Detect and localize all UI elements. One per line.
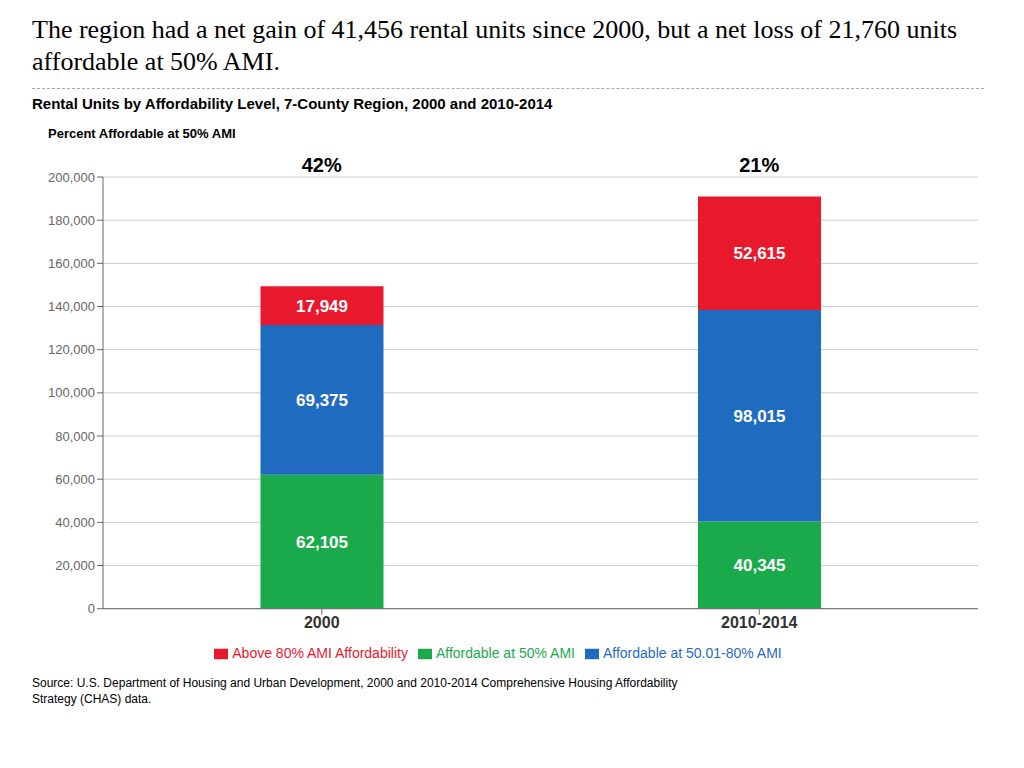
svg-text:180,000: 180,000 bbox=[48, 213, 95, 228]
svg-text:40,000: 40,000 bbox=[55, 515, 95, 530]
svg-text:100,000: 100,000 bbox=[48, 385, 95, 400]
svg-text:21%: 21% bbox=[739, 154, 779, 176]
svg-text:62,105: 62,105 bbox=[296, 533, 348, 552]
svg-text:0: 0 bbox=[88, 601, 95, 616]
svg-text:98,015: 98,015 bbox=[734, 407, 786, 426]
svg-text:20,000: 20,000 bbox=[55, 558, 95, 573]
svg-text:60,000: 60,000 bbox=[55, 472, 95, 487]
svg-text:69,375: 69,375 bbox=[296, 391, 348, 410]
svg-text:40,345: 40,345 bbox=[734, 556, 786, 575]
svg-text:52,615: 52,615 bbox=[734, 244, 786, 263]
html-text:Source: U.S. Department of Hou: Source: U.S. Department of Housing and U… bbox=[32, 676, 678, 706]
html-text:Affordable at 50.01-80% AMI: Affordable at 50.01-80% AMI bbox=[603, 644, 782, 661]
svg-text:17,949: 17,949 bbox=[296, 297, 348, 316]
svg-text:140,000: 140,000 bbox=[48, 299, 95, 314]
html-text:Rental Units by Affordability: Rental Units by Affordability Level, 7-C… bbox=[32, 95, 553, 112]
svg-text:160,000: 160,000 bbox=[48, 256, 95, 271]
svg-text:2000: 2000 bbox=[304, 614, 340, 631]
svg-text:42%: 42% bbox=[302, 154, 342, 176]
html-text:The region had a net gain of 4: The region had a net gain of 41,456 rent… bbox=[32, 15, 957, 76]
svg-text:120,000: 120,000 bbox=[48, 342, 95, 357]
html-text:Above 80% AMI Affordability: Above 80% AMI Affordability bbox=[232, 644, 408, 661]
html-text:Affordable at 50% AMI: Affordable at 50% AMI bbox=[435, 644, 575, 661]
svg-text:2010-2014: 2010-2014 bbox=[721, 614, 798, 631]
svg-text:200,000: 200,000 bbox=[48, 170, 95, 185]
html-text:Percent Affordable at 50% AMI: Percent Affordable at 50% AMI bbox=[48, 126, 236, 141]
svg-text:80,000: 80,000 bbox=[55, 429, 95, 444]
